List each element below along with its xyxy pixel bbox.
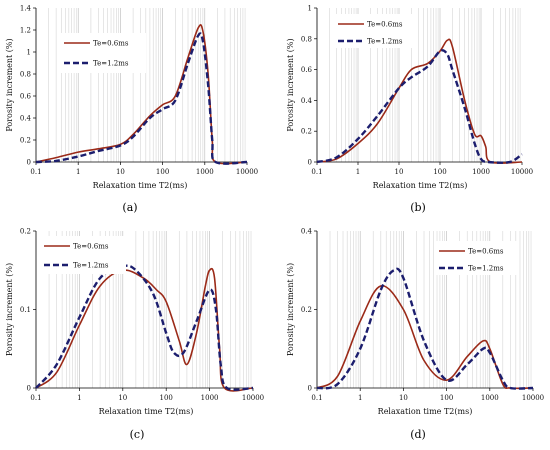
legend: Te=0.6ms Te=1.2ms — [40, 236, 126, 274]
y-tick-label: 0.4 — [20, 115, 32, 123]
series-line-te-1-2ms — [35, 32, 248, 165]
panel-a: 0 0.2 0.4 0.6 0.8 1 1.2 1.4 0.1 1 10 100 1000 10000 Re… — [5, 5, 258, 215]
x-tick-label: 100 — [156, 168, 169, 176]
x-tick-label: 10000 — [522, 394, 544, 402]
y-tick-label: 0.1 — [20, 306, 31, 314]
x-tick-label: 10 — [395, 168, 404, 176]
legend-label: Te=0.6ms — [367, 21, 403, 29]
legend-box — [60, 33, 146, 73]
x-tick-label: 100 — [440, 394, 453, 402]
y-tick-label: 0 — [27, 385, 31, 393]
y-tick-label: 1.4 — [20, 5, 32, 13]
legend-label: Te=1.2ms — [468, 265, 504, 273]
y-tick-label: 1 — [308, 5, 312, 13]
y-tick-label: 0 — [27, 159, 31, 167]
x-tick-label: 10000 — [511, 168, 533, 176]
y-tick-label: 1 — [27, 49, 31, 57]
y-tick-label: 0 — [308, 159, 312, 167]
x-tick-label: 10000 — [242, 394, 264, 402]
x-tick-label: 1000 — [472, 168, 490, 176]
y-tick-label: 0.6 — [301, 66, 313, 74]
x-tick-label: 1 — [358, 394, 362, 402]
y-tick-label: 0 — [308, 385, 312, 393]
x-axis-title: Relaxation time T2(ms) — [378, 407, 473, 416]
y-tick-label: 0.2 — [301, 128, 312, 136]
grid-lines — [48, 8, 246, 162]
legend-label: Te=1.2ms — [93, 60, 129, 68]
panel-label: (d) — [410, 428, 426, 441]
x-tick-label: 0.1 — [311, 394, 322, 402]
x-axis-title: Relaxation time T2(ms) — [93, 181, 188, 190]
panel-d: 0 0.2 0.4 0.1 1 10 100 1000 10000 Relaxation time… — [286, 228, 544, 442]
y-tick-label: 0.2 — [20, 137, 31, 145]
y-axis-title: Porosity increment (%) — [286, 263, 295, 356]
y-tick-label: 0.4 — [301, 97, 313, 105]
legend-label: Te=0.6ms — [73, 243, 109, 251]
panel-b: 0 0.2 0.4 0.6 0.8 1 0.1 1 10 100 1000 10000 Relaxati… — [286, 5, 533, 215]
legend-label: Te=1.2ms — [367, 38, 403, 46]
x-tick-label: 1 — [356, 168, 360, 176]
series-line-te-0-6ms — [316, 285, 534, 390]
y-axis-title: Porosity increment (%) — [5, 263, 14, 356]
x-tick-label: 10 — [118, 394, 127, 402]
y-tick-label: 0.6 — [20, 93, 32, 101]
y-tick-label: 1.2 — [20, 27, 31, 35]
y-tick-label: 0.8 — [301, 35, 312, 43]
y-axis-title: Porosity increment (%) — [5, 38, 14, 131]
legend: Te=0.6ms Te=1.2ms — [60, 33, 146, 73]
y-tick-label: 0.2 — [20, 228, 31, 236]
x-axis-title: Relaxation time T2(ms) — [373, 181, 468, 190]
x-tick-label: 0.1 — [30, 168, 41, 176]
x-tick-label: 10 — [116, 168, 125, 176]
x-tick-label: 1 — [76, 168, 80, 176]
legend-label: Te=1.2ms — [73, 262, 109, 270]
panel-label: (b) — [410, 201, 426, 214]
series-line-te-0-6ms — [316, 38, 523, 164]
y-tick-label: 0.2 — [301, 306, 312, 314]
x-tick-label: 10 — [399, 394, 408, 402]
x-tick-label: 0.1 — [311, 168, 322, 176]
panel-label: (a) — [122, 201, 137, 214]
legend: Te=0.6ms Te=1.2ms — [334, 14, 416, 48]
series-line-te-1-2ms — [316, 49, 523, 164]
x-tick-label: 0.1 — [30, 394, 41, 402]
series-line-te-1-2ms — [35, 264, 254, 391]
legend-label: Te=0.6ms — [93, 40, 129, 48]
legend-label: Te=0.6ms — [468, 248, 504, 256]
legend: Te=0.6ms Te=1.2ms — [435, 241, 519, 275]
legend-box — [435, 241, 519, 275]
x-tick-label: 1 — [77, 394, 81, 402]
y-axis-title: Porosity increment (%) — [286, 38, 295, 131]
x-tick-label: 1000 — [196, 168, 214, 176]
series-line-te-1-2ms — [316, 267, 534, 390]
panel-label: (c) — [130, 428, 145, 441]
y-tick-label: 0.4 — [301, 228, 313, 236]
legend-box — [334, 14, 416, 48]
x-tick-label: 1000 — [481, 394, 499, 402]
x-tick-label: 10000 — [236, 168, 258, 176]
legend-box — [40, 236, 126, 274]
x-axis-title: Relaxation time T2(ms) — [99, 407, 194, 416]
series-line-te-0-6ms — [35, 267, 254, 392]
x-tick-label: 100 — [160, 394, 173, 402]
x-tick-label: 100 — [433, 168, 446, 176]
x-tick-label: 1000 — [201, 394, 219, 402]
y-tick-label: 0.8 — [20, 71, 31, 79]
